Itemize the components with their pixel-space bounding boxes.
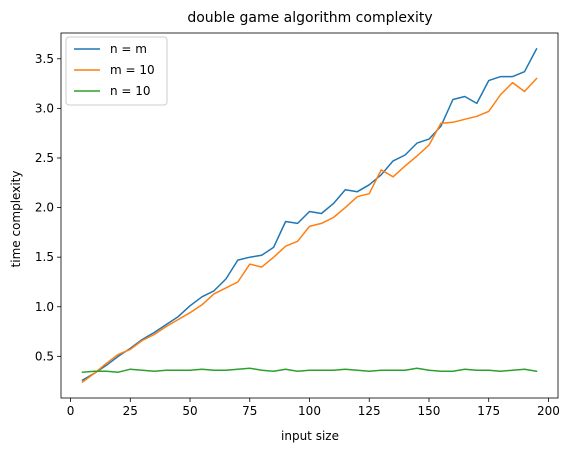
x-tick-label: 150 xyxy=(418,404,441,418)
series-line-1 xyxy=(81,47,538,382)
legend-label-3: n = 10 xyxy=(110,84,151,98)
legend: n = m m = 10 n = 10 xyxy=(65,36,168,106)
legend-label-2: m = 10 xyxy=(110,63,155,77)
x-tick-label: 100 xyxy=(298,404,321,418)
x-tick-label: 25 xyxy=(123,404,138,418)
legend-label-1: n = m xyxy=(110,42,147,56)
y-tick-label: 2.5 xyxy=(35,151,54,165)
x-tick-label: 50 xyxy=(182,404,197,418)
y-tick-label: 0.5 xyxy=(35,349,54,363)
legend-box xyxy=(65,36,168,106)
x-tick-label: 125 xyxy=(358,404,381,418)
series-line-2 xyxy=(81,77,538,384)
x-tick-label: 75 xyxy=(242,404,257,418)
y-tick-label: 3.5 xyxy=(35,52,54,66)
chart-title: double game algorithm complexity xyxy=(187,10,432,26)
series-line-3 xyxy=(81,367,538,374)
y-tick-label: 2.0 xyxy=(35,201,54,215)
y-tick-label: 1.5 xyxy=(35,250,54,264)
x-tick-label: 0 xyxy=(67,404,75,418)
x-axis: 0 25 50 75 100 125 150 175 200 xyxy=(67,398,560,418)
plot-area xyxy=(81,47,538,384)
y-tick-label: 3.0 xyxy=(35,101,54,115)
x-axis-label: input size xyxy=(281,429,339,443)
x-tick-label: 175 xyxy=(477,404,500,418)
y-tick-label: 1.0 xyxy=(35,300,54,314)
y-axis-label: time complexity xyxy=(9,171,23,268)
x-tick-label: 200 xyxy=(537,404,560,418)
y-axis: 0.5 1.0 1.5 2.0 2.5 3.0 3.5 xyxy=(35,52,61,363)
